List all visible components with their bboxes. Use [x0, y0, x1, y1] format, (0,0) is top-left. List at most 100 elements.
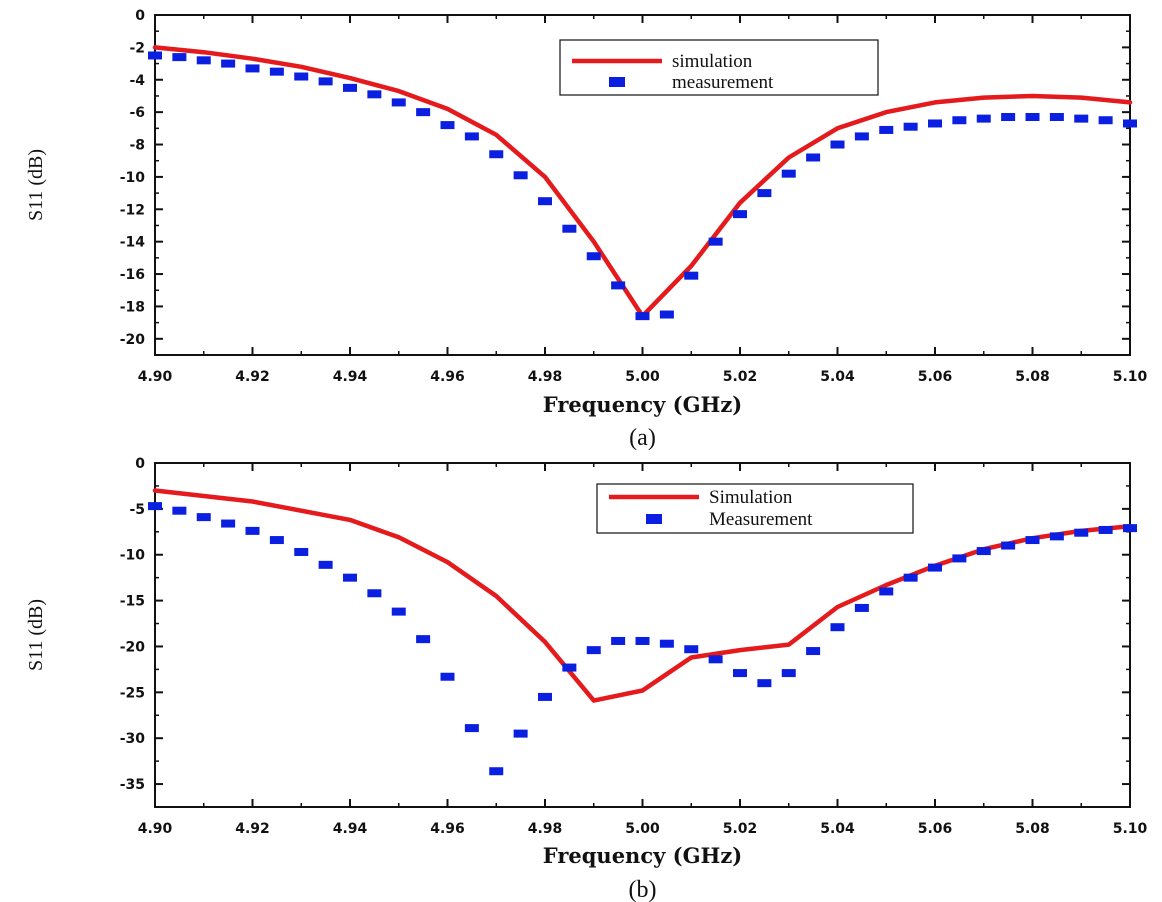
- series-point-measurement: [708, 237, 723, 246]
- series-point-measurement: [269, 67, 284, 76]
- y-axis-title: S11 (dB): [25, 149, 47, 221]
- series-point-measurement: [196, 56, 211, 65]
- series-point-measurement: [1098, 116, 1113, 125]
- legend-label-measurement: Measurement: [709, 509, 813, 530]
- x-tick-label: 5.10: [1113, 821, 1148, 837]
- legend-label-measurement: measurement: [672, 72, 774, 93]
- series-point-measurement: [976, 114, 991, 123]
- x-tick-label: 5.06: [918, 369, 953, 385]
- series-point-measurement: [781, 669, 796, 678]
- series-point-measurement: [1025, 113, 1040, 121]
- legend-box: [596, 483, 914, 534]
- y-tick-label: -35: [120, 777, 145, 793]
- series-point-measurement: [586, 252, 601, 261]
- panel-label: (a): [629, 425, 656, 451]
- x-tick-label: 5.02: [723, 369, 758, 385]
- series-point-measurement: [879, 125, 894, 134]
- series-point-measurement: [684, 271, 699, 280]
- series-point-measurement: [538, 197, 552, 206]
- y-tick-label: -15: [120, 594, 145, 610]
- series-point-measurement: [221, 59, 236, 68]
- x-tick-label: 4.96: [430, 369, 465, 385]
- series-point-measurement: [489, 150, 504, 159]
- x-tick-label: 4.90: [138, 821, 173, 837]
- series-point-measurement: [562, 224, 577, 233]
- series-point-measurement: [416, 108, 431, 117]
- x-tick-label: 4.94: [333, 821, 368, 837]
- series-point-measurement: [879, 587, 894, 596]
- legend-marker-swatch: [609, 77, 625, 87]
- x-tick-label: 4.92: [235, 369, 270, 385]
- x-tick-label: 5.10: [1113, 369, 1148, 385]
- series-point-measurement: [806, 647, 821, 656]
- series-point-measurement: [367, 90, 382, 99]
- series-point-measurement: [830, 140, 845, 149]
- x-tick-label: 5.08: [1015, 369, 1050, 385]
- series-point-measurement: [976, 547, 991, 556]
- series-point-measurement: [1001, 541, 1016, 550]
- x-tick-label: 5.04: [820, 369, 855, 385]
- series-point-measurement: [635, 312, 650, 321]
- series-point-measurement: [221, 519, 236, 528]
- y-tick-label: -6: [129, 105, 145, 121]
- x-axis-title: Frequency (GHz): [543, 392, 742, 417]
- y-tick-label: -5: [129, 502, 145, 518]
- y-tick-label: -20: [120, 639, 146, 655]
- series-point-measurement: [952, 554, 967, 563]
- y-tick-label: -14: [120, 235, 146, 251]
- x-tick-label: 4.96: [430, 821, 465, 837]
- series-point-measurement: [1049, 113, 1064, 121]
- y-axis-title: S11 (dB): [25, 599, 47, 671]
- series-point-measurement: [343, 573, 357, 582]
- x-tick-label: 4.94: [333, 369, 368, 385]
- series-point-measurement: [538, 692, 552, 701]
- series-point-measurement: [1123, 119, 1137, 128]
- series-point-measurement: [294, 72, 309, 81]
- x-axis-title: Frequency (GHz): [543, 843, 742, 868]
- series-point-measurement: [513, 171, 528, 180]
- series-point-measurement: [854, 132, 869, 141]
- y-tick-label: 0: [135, 8, 145, 24]
- y-tick-label: -12: [120, 202, 145, 218]
- y-tick-label: -20: [120, 332, 146, 348]
- series-point-measurement: [269, 536, 284, 545]
- series-point-measurement: [391, 607, 406, 616]
- series-point-measurement: [1074, 528, 1089, 537]
- y-tick-label: -18: [120, 299, 145, 315]
- x-tick-label: 5.00: [625, 821, 660, 837]
- y-tick-label: 0: [135, 456, 145, 472]
- chart-panel-a: 4.90 4.92 4.94 4.96 4.98 5.00 5.02 5.04 5.06 5.08…: [25, 8, 1148, 451]
- x-tick-label: 5.04: [820, 821, 855, 837]
- y-tick-label: -2: [129, 40, 145, 56]
- series-point-measurement: [611, 636, 626, 645]
- series-point-measurement: [196, 513, 211, 522]
- x-tick-label: 5.08: [1015, 821, 1050, 837]
- series-point-measurement: [1001, 113, 1016, 121]
- series-point-measurement: [928, 563, 942, 572]
- series-point-measurement: [1049, 532, 1064, 541]
- panel-label: (b): [629, 877, 657, 902]
- series-point-measurement: [440, 672, 455, 681]
- y-tick-label: -8: [129, 138, 145, 154]
- series-point-measurement: [781, 169, 796, 178]
- series-point-measurement: [343, 83, 357, 92]
- x-tick-label: 5.00: [625, 369, 660, 385]
- series-point-measurement: [611, 281, 626, 290]
- series-point-measurement: [586, 646, 601, 655]
- x-tick-label: 5.06: [918, 821, 953, 837]
- series-point-measurement: [464, 132, 479, 141]
- x-tick-label: 4.98: [528, 821, 563, 837]
- series-point-measurement: [757, 679, 772, 688]
- y-tick-label: -10: [120, 548, 146, 564]
- series-point-measurement: [318, 560, 333, 569]
- series-point-measurement: [1098, 525, 1113, 534]
- series-point-measurement: [733, 210, 747, 219]
- x-tick-label: 5.02: [723, 821, 758, 837]
- chart-panel-b: 4.90 4.92 4.94 4.96 4.98 5.00 5.02 5.04 5.06 5.08…: [25, 456, 1148, 902]
- series-point-measurement: [416, 635, 431, 644]
- series-point-measurement: [513, 729, 528, 738]
